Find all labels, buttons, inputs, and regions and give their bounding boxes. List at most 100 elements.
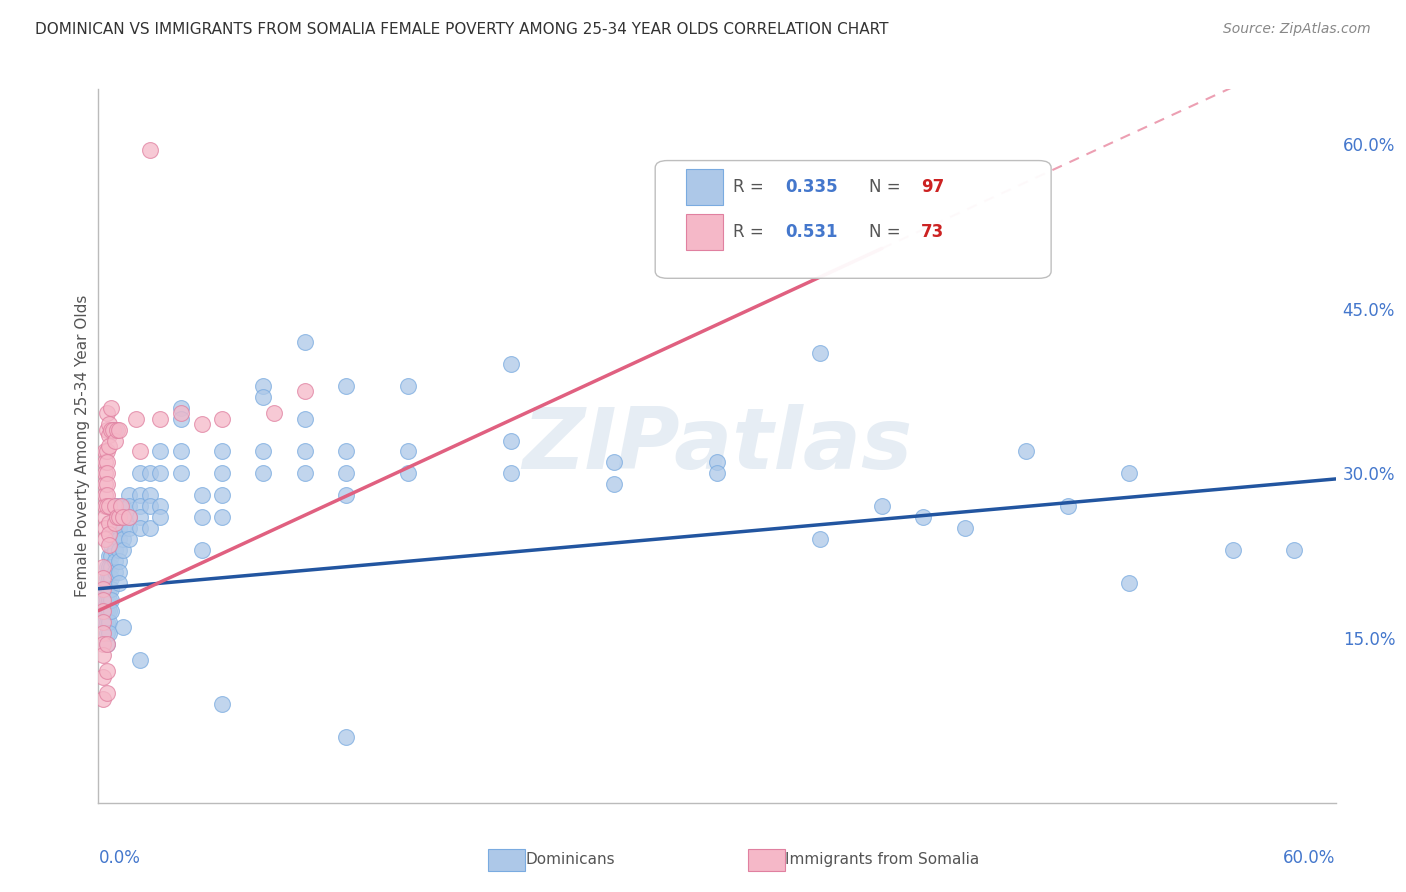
Point: [108, 576, 131, 591]
Point: [108, 423, 131, 437]
Point: [139, 143, 162, 157]
Point: [97, 516, 120, 530]
Point: [124, 411, 146, 425]
Text: Dominicans: Dominicans: [526, 853, 614, 867]
Point: [96, 664, 118, 678]
Point: [953, 521, 976, 535]
Point: [96, 571, 118, 585]
Point: [112, 521, 135, 535]
Text: 0.531: 0.531: [785, 223, 838, 241]
Point: [808, 345, 831, 359]
Point: [118, 488, 141, 502]
Point: [118, 510, 141, 524]
Point: [93, 533, 115, 547]
Point: [97, 439, 120, 453]
Point: [96, 444, 118, 458]
Point: [1118, 467, 1140, 481]
Point: [97, 428, 120, 442]
Point: [294, 334, 316, 349]
Point: [211, 510, 233, 524]
Point: [104, 423, 127, 437]
Point: [335, 378, 357, 392]
Point: [108, 533, 131, 547]
Point: [104, 554, 127, 568]
Point: [104, 516, 127, 530]
Y-axis label: Female Poverty Among 25-34 Year Olds: Female Poverty Among 25-34 Year Olds: [75, 295, 90, 597]
Point: [912, 510, 935, 524]
Point: [91, 582, 114, 596]
Point: [170, 401, 193, 415]
Point: [91, 691, 114, 706]
Point: [263, 406, 285, 420]
Point: [1015, 444, 1038, 458]
Point: [93, 455, 115, 469]
Point: [96, 582, 118, 596]
Point: [294, 384, 316, 398]
Point: [139, 488, 162, 502]
Point: [105, 510, 128, 524]
Point: [294, 444, 316, 458]
Point: [97, 625, 120, 640]
Point: [118, 521, 141, 535]
Point: [97, 615, 120, 629]
Point: [91, 559, 114, 574]
Point: [96, 477, 118, 491]
Point: [128, 467, 150, 481]
Point: [104, 533, 127, 547]
Point: [104, 510, 127, 524]
Point: [149, 444, 172, 458]
Point: [294, 411, 316, 425]
Point: [118, 533, 141, 547]
Point: [112, 620, 135, 634]
Point: [96, 423, 118, 437]
Text: 0.0%: 0.0%: [98, 849, 141, 867]
Point: [93, 615, 115, 629]
Point: [97, 559, 120, 574]
Point: [93, 521, 115, 535]
Text: N =: N =: [869, 178, 905, 196]
Point: [170, 406, 193, 420]
Point: [139, 500, 162, 514]
Point: [97, 592, 120, 607]
Point: [252, 378, 274, 392]
Point: [108, 500, 131, 514]
Point: [335, 467, 357, 481]
Point: [105, 423, 128, 437]
Point: [104, 521, 127, 535]
Point: [108, 566, 131, 580]
Point: [93, 488, 115, 502]
Point: [93, 467, 115, 481]
Point: [96, 637, 118, 651]
Point: [104, 500, 127, 514]
Bar: [686, 169, 723, 205]
Point: [1118, 576, 1140, 591]
Point: [170, 411, 193, 425]
Point: [97, 571, 120, 585]
Point: [870, 500, 893, 514]
Point: [93, 444, 115, 458]
Point: [91, 669, 114, 683]
Point: [97, 582, 120, 596]
Point: [96, 559, 118, 574]
Point: [91, 604, 114, 618]
Point: [96, 500, 118, 514]
Point: [211, 444, 233, 458]
Point: [108, 543, 131, 558]
Point: [396, 444, 419, 458]
Point: [252, 444, 274, 458]
Point: [170, 444, 193, 458]
Point: [100, 571, 122, 585]
Point: [139, 467, 162, 481]
Point: [108, 510, 131, 524]
Point: [96, 604, 118, 618]
Text: Immigrants from Somalia: Immigrants from Somalia: [785, 853, 980, 867]
Text: ZIPatlas: ZIPatlas: [522, 404, 912, 488]
Point: [335, 488, 357, 502]
Point: [93, 582, 115, 596]
Point: [190, 510, 212, 524]
Point: [104, 566, 127, 580]
Point: [499, 357, 522, 371]
Bar: [748, 849, 785, 871]
Point: [335, 730, 357, 744]
Point: [170, 467, 193, 481]
